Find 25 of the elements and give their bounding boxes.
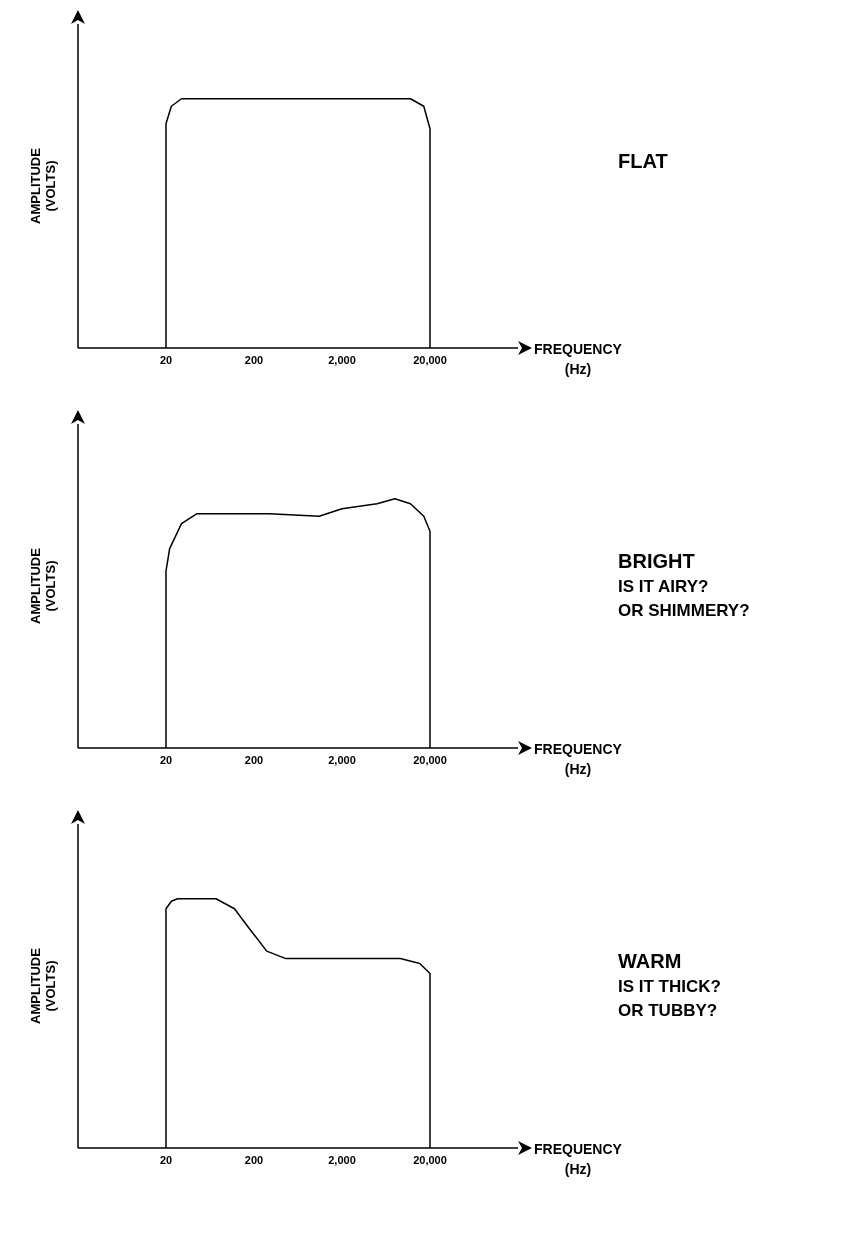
y-axis-title: AMPLITUDE (VOLTS) [28,547,58,624]
text: WARM [618,950,682,972]
x-tick-label: 2,000 [328,1153,356,1166]
x-tick-label: 20,000 [413,753,447,766]
text: OR TUBBY? [618,1001,718,1020]
text: IS IT AIRY? [618,577,709,596]
x-tick-label: 20 [159,353,173,366]
x-tick-label: 2,000 [328,753,356,766]
y-axis-title: AMPLITUDE (VOLTS) [28,947,58,1024]
x-tick-label: 20 [159,753,173,766]
x-axis-title: FREQUENCY (Hz) [534,1140,622,1179]
text: FLAT [618,150,668,172]
x-tick-label: 200 [244,753,264,766]
x-tick-label: 200 [244,353,264,366]
x-tick-label: 200 [244,1153,264,1166]
x-tick-label: 20,000 [413,353,447,366]
x-tick-label: 20,000 [413,1153,447,1166]
x-tick-label: 20 [159,1153,173,1166]
text: OR SHIMMERY? [618,601,750,620]
x-axis-title: FREQUENCY (Hz) [534,740,622,779]
x-axis-title: FREQUENCY (Hz) [534,340,622,379]
x-tick-label: 2,000 [328,353,356,366]
text: BRIGHT [618,550,695,572]
y-axis-title: AMPLITUDE (VOLTS) [28,147,58,224]
text: IS IT THICK? [618,977,721,996]
